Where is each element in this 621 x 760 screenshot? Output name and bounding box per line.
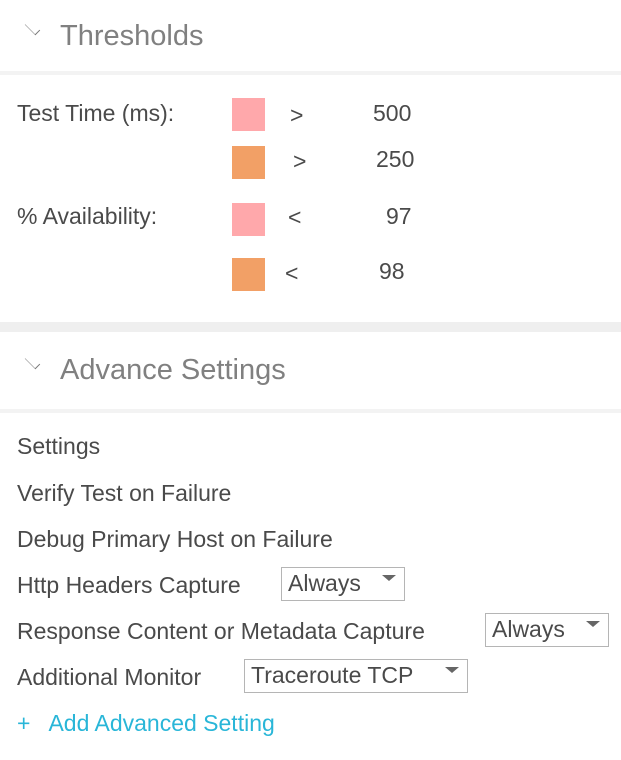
operator: < <box>285 260 299 286</box>
caret-down-icon <box>382 575 396 581</box>
operator: > <box>290 102 304 128</box>
response-content-capture-label: Response Content or Metadata Capture <box>17 618 425 644</box>
warning-color-swatch <box>232 258 265 291</box>
threshold-value[interactable]: 97 <box>386 203 412 229</box>
thresholds-title[interactable]: Thresholds <box>60 20 204 52</box>
additional-monitor-label: Additional Monitor <box>17 664 202 690</box>
operator: > <box>293 148 307 174</box>
critical-color-swatch <box>232 98 265 131</box>
divider <box>0 409 621 413</box>
add-advanced-setting-link[interactable]: + Add Advanced Setting <box>17 710 275 737</box>
select-value: Always <box>492 616 565 642</box>
threshold-value[interactable]: 250 <box>376 146 415 172</box>
http-headers-capture-select[interactable]: Always <box>281 567 405 601</box>
response-content-capture-select[interactable]: Always <box>485 613 609 647</box>
caret-down-icon <box>586 621 600 627</box>
debug-primary-host-on-failure[interactable]: Debug Primary Host on Failure <box>17 526 333 552</box>
section-separator <box>0 322 621 332</box>
availability-label: % Availability: <box>17 203 158 229</box>
settings-heading: Settings <box>17 433 101 459</box>
http-headers-capture-label: Http Headers Capture <box>17 572 241 598</box>
critical-color-swatch <box>232 203 265 236</box>
verify-test-on-failure[interactable]: Verify Test on Failure <box>17 480 232 506</box>
chevron-down-icon[interactable] <box>24 19 41 36</box>
threshold-value[interactable]: 500 <box>373 100 412 126</box>
additional-monitor-select[interactable]: Traceroute TCP <box>244 659 468 693</box>
divider <box>0 71 621 75</box>
chevron-down-icon[interactable] <box>24 353 41 370</box>
advance-settings-title[interactable]: Advance Settings <box>60 354 286 386</box>
threshold-value[interactable]: 98 <box>379 258 405 284</box>
test-time-label: Test Time (ms): <box>17 100 175 126</box>
plus-icon: + <box>17 710 31 736</box>
caret-down-icon <box>445 667 459 673</box>
operator: < <box>288 204 302 230</box>
select-value: Traceroute TCP <box>251 662 414 688</box>
select-value: Always <box>288 570 361 596</box>
add-advanced-setting-label: Add Advanced Setting <box>48 710 275 736</box>
warning-color-swatch <box>232 146 265 179</box>
